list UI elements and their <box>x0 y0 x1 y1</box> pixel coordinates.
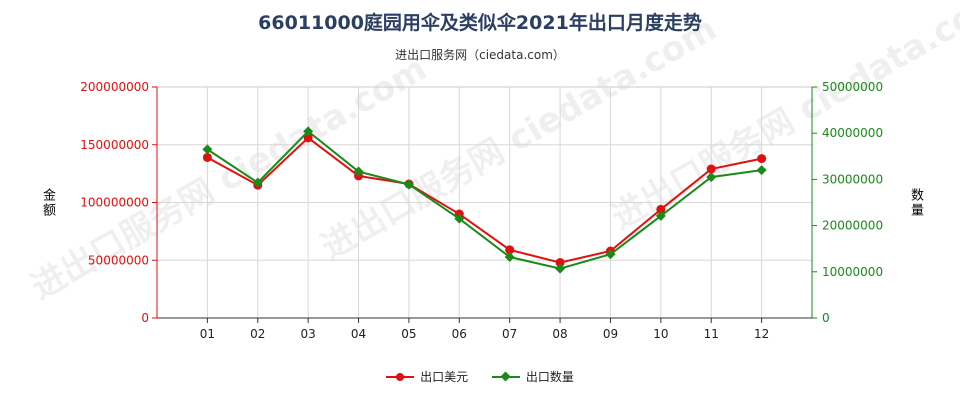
x-tick-label: 12 <box>754 327 769 341</box>
point-amount <box>303 133 313 143</box>
x-tick-label: 07 <box>502 327 517 341</box>
legend-item-qty[interactable]: 出口数量 <box>491 368 574 385</box>
x-tick-label: 09 <box>603 327 618 341</box>
y-right-tick-label: 20000000 <box>822 219 883 233</box>
legend-label-qty: 出口数量 <box>525 370 574 384</box>
x-tick-label: 10 <box>653 327 668 341</box>
point-qty <box>202 144 213 155</box>
point-qty <box>555 263 566 274</box>
point-amount <box>555 258 565 268</box>
x-tick-label: 05 <box>401 327 416 341</box>
point-amount <box>505 245 515 255</box>
y-left-tick-label: 200000000 <box>80 80 149 94</box>
x-tick-label: 04 <box>351 327 366 341</box>
point-amount <box>656 204 666 214</box>
y-left-tick-label: 150000000 <box>80 138 149 152</box>
series-line-qty <box>206 130 762 270</box>
legend: 出口美元 出口数量 <box>0 368 960 386</box>
point-qty <box>303 126 314 137</box>
series-line-amount <box>206 136 762 264</box>
chart-title: 66011000庭园用伞及类似伞2021年出口月度走势 <box>258 12 702 34</box>
point-qty <box>756 165 767 176</box>
point-qty <box>403 179 414 190</box>
y-left-tick-label: 100000000 <box>80 196 149 210</box>
legend-swatch-amount <box>386 371 415 383</box>
x-tick-label: 08 <box>552 327 567 341</box>
y-left-tick-label: 50000000 <box>88 253 149 267</box>
point-qty <box>504 252 515 263</box>
legend-item-amount[interactable]: 出口美元 <box>386 368 468 385</box>
point-qty <box>454 213 465 224</box>
y-right-tick-label: 0 <box>822 311 830 325</box>
y-axis-right-title: 数量 <box>908 188 923 218</box>
legend-swatch-qty <box>491 371 520 383</box>
y-right-tick-label: 40000000 <box>822 126 883 140</box>
x-tick-label: 01 <box>200 327 215 341</box>
y-left-tick-label: 0 <box>141 311 149 325</box>
point-qty <box>706 172 717 183</box>
x-tick-label: 03 <box>301 327 316 341</box>
point-amount <box>706 164 716 174</box>
point-qty <box>353 166 364 177</box>
legend-label-amount: 出口美元 <box>420 370 469 384</box>
chart-subtitle: 进出口服务网（ciedata.com） <box>395 48 565 62</box>
point-qty <box>605 249 616 260</box>
y-right-tick-label: 10000000 <box>822 265 883 279</box>
x-tick-label: 11 <box>704 327 719 341</box>
y-right-tick-label: 50000000 <box>822 80 883 94</box>
y-right-tick-label: 30000000 <box>822 172 883 186</box>
point-qty <box>655 210 666 221</box>
x-tick-label: 02 <box>250 327 265 341</box>
point-qty <box>252 177 263 188</box>
y-axis-left-title: 金额 <box>40 188 55 218</box>
x-tick-label: 06 <box>452 327 467 341</box>
point-amount <box>202 152 212 162</box>
point-amount <box>757 154 767 164</box>
